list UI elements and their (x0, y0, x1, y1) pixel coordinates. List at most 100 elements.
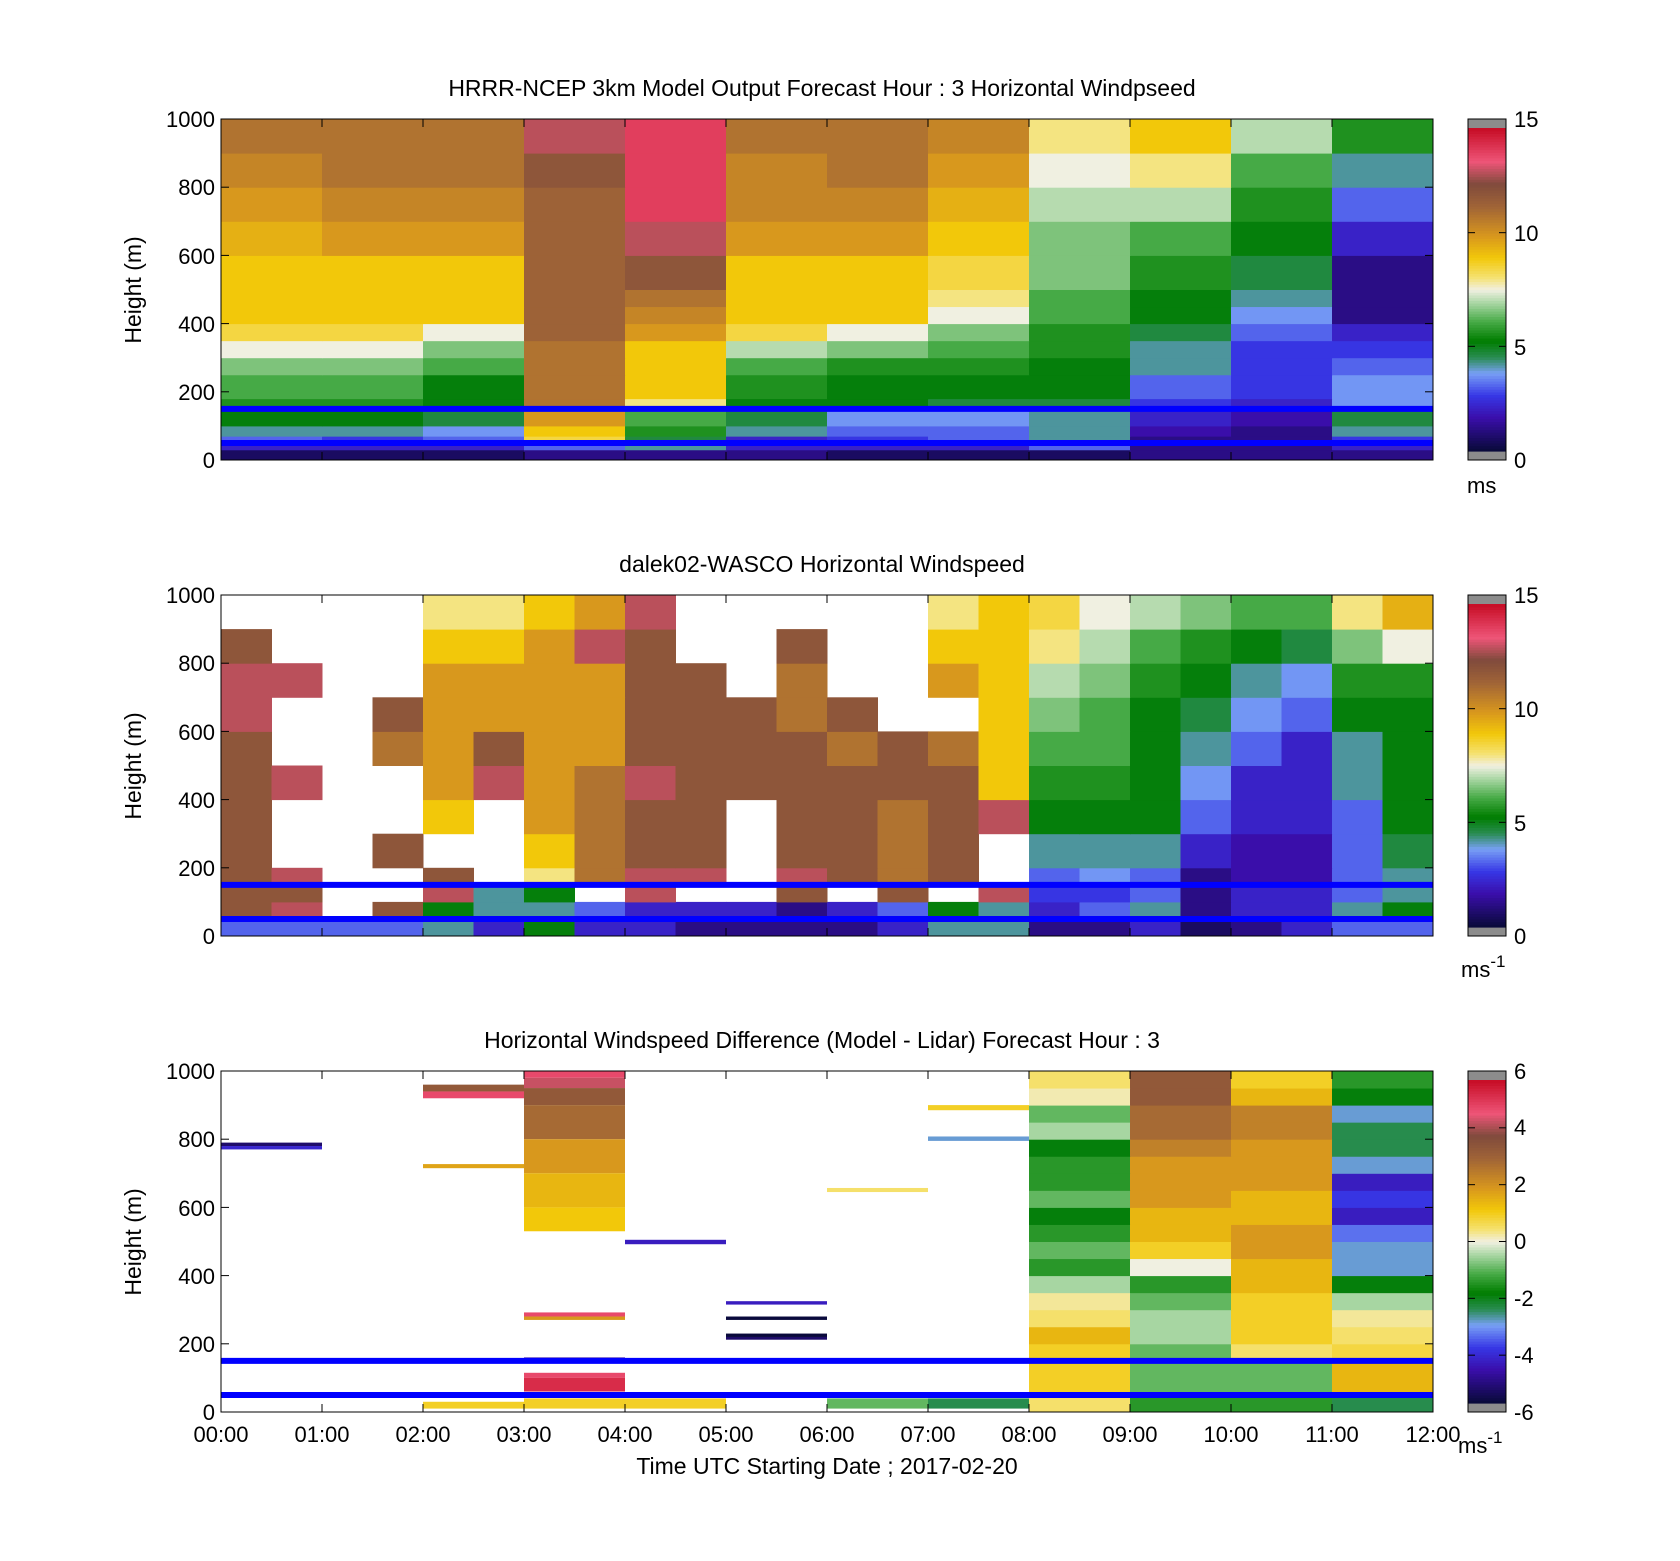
heatmap-cell (1332, 1088, 1434, 1106)
colorbar-swatch (1468, 1163, 1506, 1167)
colorbar-swatch (1468, 1104, 1506, 1108)
colorbar-swatch (1468, 1166, 1506, 1170)
heatmap-cell (322, 357, 424, 376)
colorbar-swatch (1468, 1144, 1506, 1148)
heatmap-cell (726, 918, 777, 937)
heatmap-cell (1231, 1139, 1333, 1157)
colorbar-swatch (1468, 1346, 1506, 1350)
heatmap-cell (827, 398, 929, 410)
colorbar-swatch (1468, 343, 1506, 347)
heatmap-cell (1332, 221, 1434, 256)
colorbar-swatch (1468, 1365, 1506, 1369)
heatmap-cell (625, 901, 676, 920)
colorbar-swatch (1468, 1174, 1506, 1178)
heatmap-cell (1180, 731, 1232, 766)
heatmap-cell (928, 449, 1030, 461)
heatmap-cell (271, 901, 323, 920)
heatmap-cell (1332, 833, 1383, 869)
heatmap-cell (423, 221, 525, 256)
heatmap-cell (978, 799, 1030, 835)
colorbar-swatch (1468, 1241, 1506, 1245)
heatmap-cell (928, 629, 979, 664)
colorbar-swatch (1468, 1106, 1506, 1111)
colorbar-swatch (1468, 832, 1506, 837)
colorbar-swatch (1468, 1265, 1506, 1270)
heatmap-cell (1079, 629, 1131, 664)
colorbar-swatch (1468, 1322, 1506, 1326)
heatmap-cell (1130, 1394, 1232, 1413)
panel-lidar-heatmap (221, 595, 1434, 937)
heatmap-cell (221, 374, 323, 400)
heatmap-segment (221, 1142, 322, 1147)
heatmap-cell (322, 221, 424, 256)
heatmap-cell (625, 323, 727, 342)
heatmap-cell (423, 408, 525, 427)
colorbar-swatch (1468, 1281, 1506, 1286)
heatmap-cell (1130, 663, 1181, 698)
colorbar-swatch (1468, 730, 1506, 734)
heatmap-cell (524, 153, 626, 188)
colorbar-swatch (1468, 851, 1506, 855)
heatmap-cell (827, 255, 929, 290)
heatmap-cell (221, 765, 272, 801)
colorbar-swatch (1468, 682, 1506, 686)
heatmap-cell (928, 340, 1030, 359)
heatmap-cell (1231, 153, 1333, 188)
colorbar-swatch (1468, 1131, 1506, 1135)
colorbar-swatch (1468, 383, 1506, 387)
heatmap-cell (625, 153, 727, 188)
panel-model-y-ticks: 0 200 400 600 800 1000 (166, 107, 215, 473)
heatmap-cell (524, 833, 575, 869)
heatmap-cell (1281, 731, 1333, 766)
heatmap-cell (827, 408, 929, 427)
heatmap-cell (1332, 629, 1383, 664)
heatmap-cell (1130, 1207, 1232, 1225)
colorbar-tick-label: 10 (1514, 221, 1538, 246)
heatmap-cell (322, 442, 424, 451)
heatmap-cell (1231, 1309, 1333, 1328)
heatmap-cell (1029, 799, 1080, 835)
colorbar-swatch (1468, 286, 1506, 291)
heatmap-cell (1332, 1326, 1434, 1345)
heatmap-cell (928, 765, 979, 801)
colorbar-swatch (1468, 638, 1506, 643)
heatmap-cell (1180, 765, 1232, 801)
heatmap-cell (473, 697, 525, 732)
heatmap-segment (524, 1105, 625, 1140)
colorbar-swatch (1468, 749, 1506, 753)
colorbar-swatch (1468, 200, 1506, 204)
heatmap-cell (1332, 289, 1434, 308)
colorbar-swatch (1468, 222, 1506, 226)
heatmap-cell (1332, 1258, 1434, 1277)
heatmap-cell (1130, 1139, 1232, 1157)
heatmap-segment (524, 1316, 625, 1320)
colorbar-swatch (1468, 1359, 1506, 1364)
heatmap-cell (1029, 374, 1131, 400)
colorbar-swatch (1468, 1182, 1506, 1186)
heatmap-cell (978, 663, 1030, 698)
colorbar-swatch (1468, 1400, 1506, 1404)
heatmap-cell (675, 867, 727, 886)
heatmap-cell (221, 221, 323, 256)
heatmap-cell (1029, 289, 1131, 308)
heatmap-segment (625, 1239, 726, 1245)
heatmap-cell (524, 867, 575, 886)
colorbar-cap (1468, 927, 1506, 936)
colorbar-swatch (1468, 717, 1506, 721)
heatmap-cell (726, 449, 828, 461)
heatmap-cell (1332, 1275, 1434, 1294)
heatmap-cell (877, 867, 929, 886)
colorbar-swatch (1468, 1133, 1506, 1138)
colorbar-swatch (1468, 278, 1506, 283)
heatmap-cell (1332, 374, 1434, 400)
colorbar-swatch (1468, 908, 1506, 912)
heatmap-cell (1332, 867, 1383, 886)
heatmap-cell (827, 765, 878, 801)
heatmap-segment (524, 1173, 625, 1208)
y-tick-label: 800 (178, 1127, 215, 1152)
heatmap-cell (524, 255, 626, 290)
heatmap-segment (524, 1088, 625, 1106)
heatmap-cell (524, 187, 626, 222)
heatmap-cell (271, 867, 323, 886)
heatmap-cell (1029, 663, 1080, 698)
